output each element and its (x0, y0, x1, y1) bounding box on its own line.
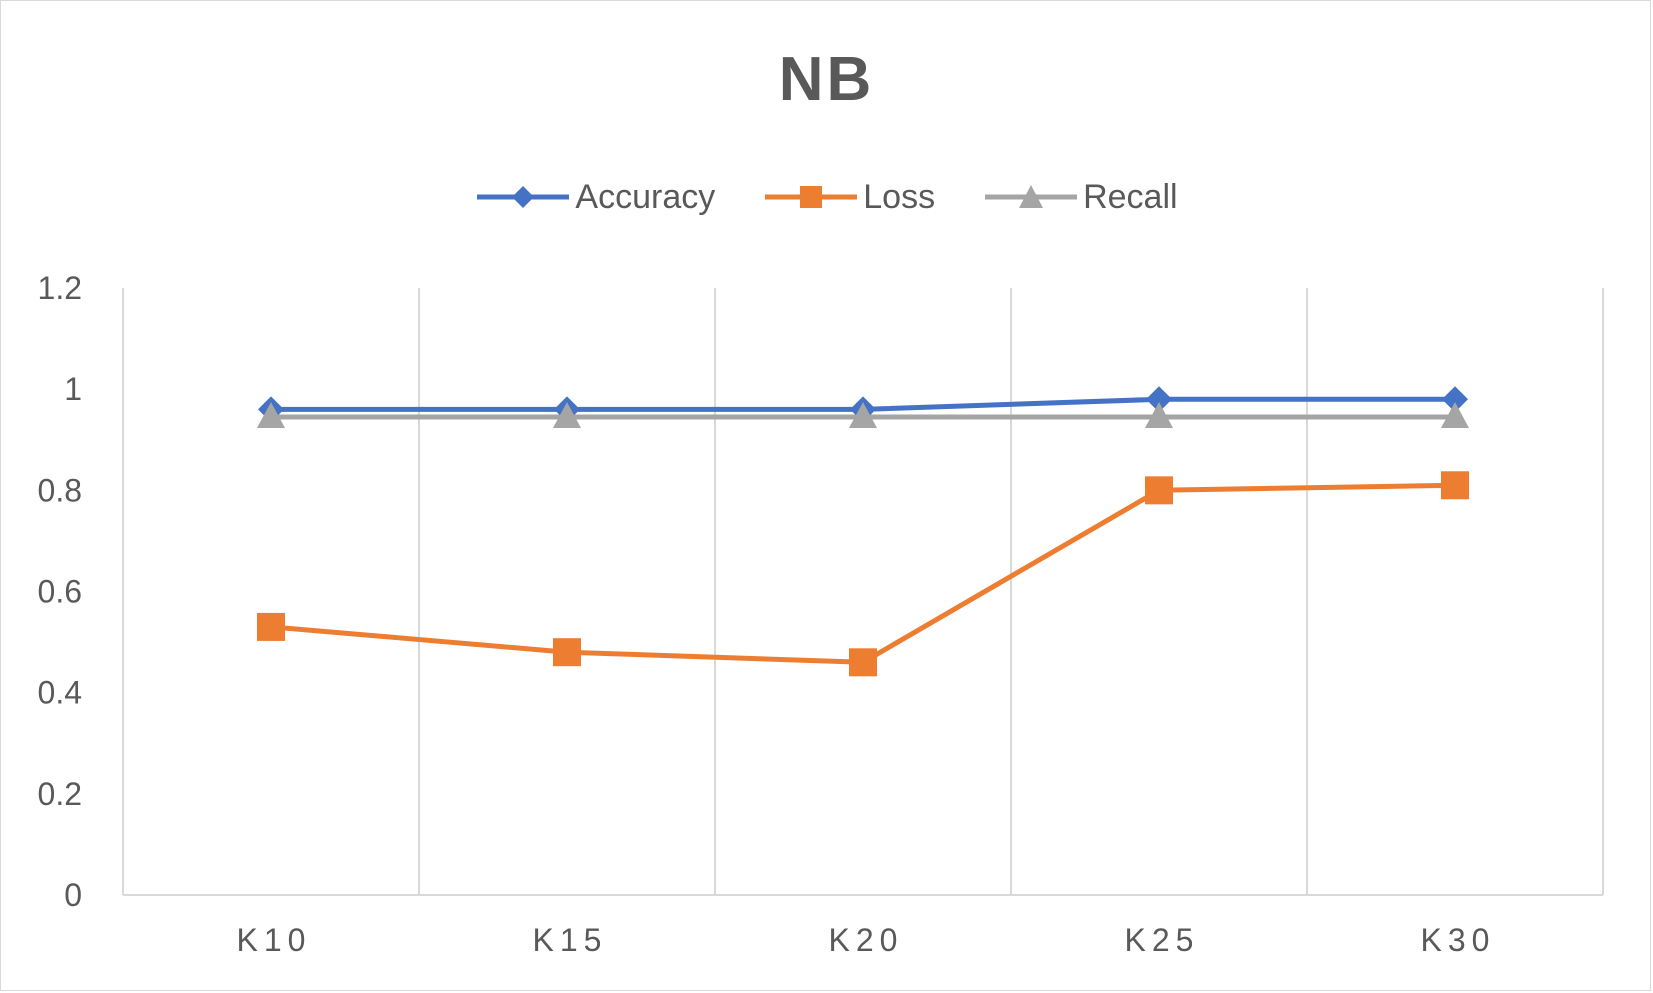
series-line-loss (270, 482, 1456, 665)
legend: Accuracy Loss Recall (0, 172, 1653, 222)
chart-title: NB (778, 45, 875, 114)
legend-label-accuracy: Accuracy (575, 177, 716, 216)
data-point-loss (553, 638, 581, 667)
data-point-accuracy (1146, 386, 1172, 413)
x-tick-label: K25 (1125, 922, 1200, 958)
y-tick-label: 0 (64, 877, 82, 913)
data-point-loss (257, 612, 285, 641)
legend-item-accuracy: Accuracy (475, 178, 715, 217)
x-tick-label: K30 (1421, 922, 1496, 958)
data-point-recall (1441, 401, 1469, 428)
triangle-marker-icon (985, 185, 1078, 208)
legend-item-recall: Recall (983, 177, 1178, 217)
data-point-loss (1145, 476, 1173, 505)
square-marker-icon (765, 186, 858, 208)
data-point-loss (1441, 471, 1469, 500)
legend-label-loss: Loss (863, 177, 936, 216)
x-tick-label: K15 (533, 922, 608, 958)
diamond-marker-icon (477, 186, 570, 208)
y-tick-label: 1 (64, 371, 82, 407)
y-tick-label: 0.8 (38, 472, 82, 508)
data-point-accuracy (1442, 386, 1468, 413)
x-tick-label: K20 (829, 922, 904, 958)
data-point-recall (849, 401, 877, 428)
legend-item-loss: Loss (763, 178, 935, 217)
y-tick-label: 0.6 (38, 574, 82, 610)
legend-label-recall: Recall (1083, 177, 1178, 216)
data-point-recall (257, 401, 285, 428)
y-tick-label: 0.2 (38, 776, 82, 812)
data-point-recall (1145, 401, 1173, 428)
x-tick-label: K10 (237, 922, 312, 958)
data-point-recall (553, 401, 581, 428)
y-tick-label: 0.4 (38, 675, 82, 711)
data-point-loss (849, 648, 877, 677)
y-tick-label: 1.2 (38, 270, 82, 306)
